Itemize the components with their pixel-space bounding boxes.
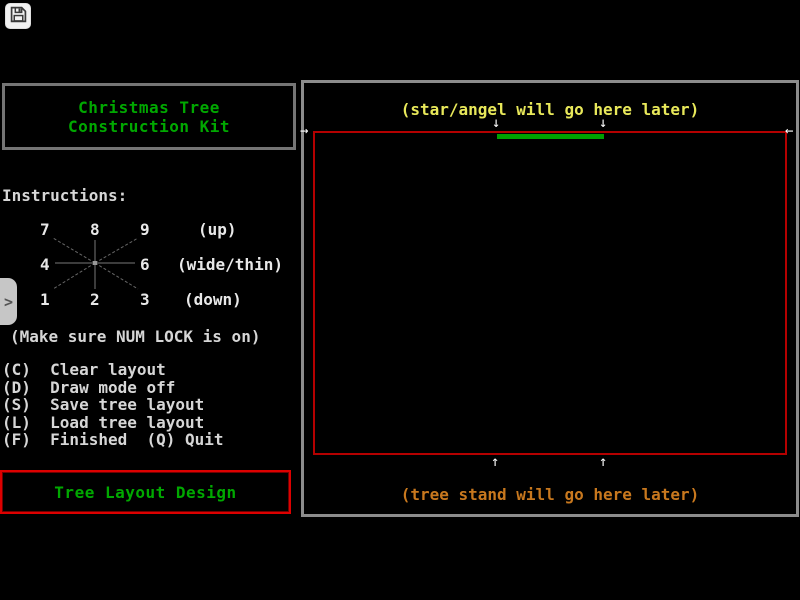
design-panel: (star/angel will go here later) ↓ ↓ → ← … — [300, 80, 799, 517]
tree-canvas[interactable] — [313, 131, 787, 455]
numpad-key-4: 4 — [40, 255, 50, 274]
numpad-key-7: 7 — [40, 220, 50, 239]
menu-item-finished-quit: (F) Finished (Q) Quit — [2, 430, 224, 449]
numpad-direction-lines — [52, 237, 139, 290]
arrow-down-icon: ↓ — [492, 115, 501, 131]
tree-top-segment — [497, 134, 604, 139]
numpad-key-2: 2 — [90, 290, 100, 309]
tree-layout-design-label: Tree Layout Design — [54, 482, 237, 502]
numpad-row3-label: (down) — [184, 290, 242, 309]
tree-stand-caption: (tree stand will go here later) — [400, 485, 700, 504]
app-title-line2: Construction Kit — [67, 116, 231, 136]
app-title-box: Christmas Tree Construction Kit — [2, 83, 296, 150]
numpad-key-9: 9 — [140, 220, 150, 239]
arrow-up-icon: ↑ — [599, 454, 608, 470]
numpad-key-8: 8 — [90, 220, 100, 239]
numpad-key-6: 6 — [140, 255, 150, 274]
numlock-note: (Make sure NUM LOCK is on) — [10, 327, 261, 346]
arrow-left-icon: ← — [785, 123, 794, 139]
chevron-right-icon: > — [3, 292, 14, 311]
menu-item-draw-mode: (D) Draw mode off — [2, 377, 176, 397]
numpad-key-3: 3 — [140, 290, 150, 309]
save-button[interactable] — [5, 3, 31, 29]
arrow-up-icon: ↑ — [491, 454, 500, 470]
app-title-line1: Christmas Tree — [78, 97, 220, 117]
star-angel-caption: (star/angel will go here later) — [400, 100, 700, 119]
instructions-label: Instructions: — [2, 186, 128, 205]
menu-item-save-layout: (S) Save tree layout — [2, 395, 205, 414]
sidebar-toggle[interactable]: > — [0, 278, 17, 325]
floppy-disk-icon — [10, 6, 27, 27]
arrow-down-icon: ↓ — [599, 115, 608, 131]
numpad-row2-label: (wide/thin) — [177, 255, 283, 274]
command-menu: (C) Clear layout (D) Draw mode off (S) S… — [2, 361, 224, 449]
menu-item-clear-layout: (C) Clear layout — [2, 360, 166, 379]
numpad-diagram: 7 8 9 (up) 4 6 (wide/thin) 1 2 3 (down) — [0, 215, 300, 315]
menu-item-load-layout: (L) Load tree layout — [2, 412, 205, 432]
numpad-row1-label: (up) — [198, 220, 237, 239]
arrow-right-icon: → — [300, 123, 309, 139]
numpad-key-1: 1 — [40, 290, 50, 309]
tree-layout-design-box: Tree Layout Design — [0, 470, 291, 514]
